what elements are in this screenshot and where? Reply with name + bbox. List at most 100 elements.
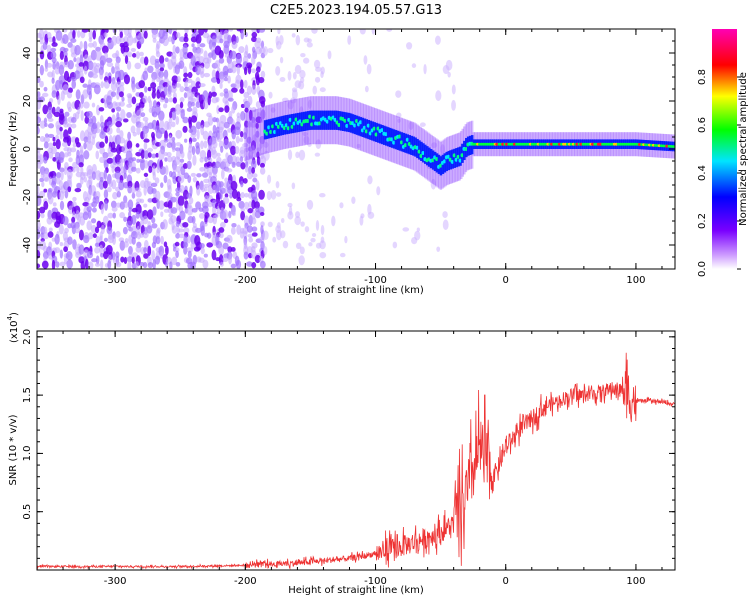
noise-cell: [142, 95, 148, 104]
noise-cell: [131, 256, 135, 264]
signal-core-cell: [364, 129, 369, 134]
noise-cell: [227, 154, 233, 165]
signal-band-cell: [332, 110, 335, 130]
noise-cell: [74, 44, 81, 56]
noise-cell: [183, 36, 189, 43]
noise-cell: [172, 164, 177, 174]
noise-cell: [140, 112, 146, 118]
noise-cell: [90, 218, 97, 224]
noise-cell: [247, 95, 253, 106]
noise-cell: [195, 227, 202, 233]
noise-cell: [244, 201, 249, 210]
noise-cell: [76, 182, 82, 189]
noise-cell: [203, 140, 208, 149]
noise-cell: [48, 36, 54, 43]
signal-band-cell: [289, 114, 292, 134]
noise-cell: [143, 130, 148, 140]
noise-cell: [138, 91, 144, 99]
noise-cell: [295, 242, 302, 250]
noise-cell: [188, 197, 194, 205]
noise-cell: [165, 245, 169, 256]
signal-band-cell: [283, 115, 286, 135]
noise-cell: [287, 70, 292, 81]
noise-cell: [51, 90, 57, 98]
noise-cell: [298, 255, 305, 266]
signal-core-cell: [403, 143, 408, 148]
signal-band-cell: [359, 117, 363, 137]
noise-cell: [251, 55, 256, 66]
noise-cell: [183, 245, 188, 255]
signal-band-cell: [318, 110, 322, 130]
noise-cell: [263, 246, 268, 256]
noise-cell: [259, 142, 263, 149]
noise-cell: [64, 189, 69, 199]
noise-cell: [327, 50, 332, 60]
noise-cell: [311, 29, 318, 34]
noise-cell: [186, 247, 194, 253]
noise-cell: [126, 60, 132, 70]
noise-cell: [82, 89, 89, 99]
noise-cell: [174, 156, 181, 166]
signal-envelope-cell: [259, 107, 263, 156]
noise-cell: [175, 221, 180, 228]
noise-cell: [131, 214, 137, 225]
noise-cell: [123, 164, 127, 175]
noise-cell: [152, 206, 157, 216]
signal-band-cell: [402, 132, 406, 153]
x-tick-label: 0: [503, 576, 509, 587]
noise-cell: [46, 62, 53, 68]
noise-cell: [111, 165, 115, 174]
noise-cell: [54, 233, 60, 245]
noise-cell: [57, 95, 61, 106]
signal-core-cell: [392, 140, 396, 145]
noise-cell: [68, 157, 73, 163]
noise-cell: [42, 231, 50, 240]
noise-cell: [39, 36, 44, 45]
noise-cell: [178, 60, 185, 69]
noise-cell: [247, 53, 252, 59]
noise-cell: [184, 138, 188, 143]
colorbar-gradient: [712, 29, 737, 269]
signal-core-cell: [310, 122, 314, 127]
noise-cell: [94, 262, 101, 267]
colorbar-tick-label: 0.6: [697, 117, 708, 133]
noise-cell: [150, 82, 157, 89]
noise-cell: [52, 36, 56, 44]
noise-cell: [200, 71, 205, 79]
noise-cell: [279, 56, 284, 64]
noise-cell: [218, 107, 224, 113]
noise-cell: [218, 227, 225, 233]
noise-cell: [118, 101, 125, 107]
y-tick-label: -20: [22, 189, 33, 205]
signal-envelope-cell: [256, 108, 260, 157]
noise-cell: [111, 66, 115, 74]
colorbar-tick-label: 0.2: [697, 213, 708, 229]
noise-cell: [216, 152, 221, 157]
noise-cell: [339, 252, 346, 258]
noise-cell: [143, 30, 148, 39]
signal-envelope-cell: [245, 112, 249, 161]
noise-cell: [226, 234, 233, 244]
signal-band-cell: [447, 150, 451, 171]
noise-cell: [110, 200, 117, 209]
noise-cell: [397, 118, 401, 123]
noise-cell: [319, 193, 326, 198]
noise-cell: [287, 211, 294, 220]
noise-cell: [106, 126, 113, 135]
noise-cell: [127, 94, 133, 105]
signal-band-cell: [291, 113, 294, 134]
colorbar-tick-label: 0.0: [697, 261, 708, 277]
noise-cell: [182, 125, 188, 133]
noise-cell: [224, 193, 229, 198]
signal-core-cell: [415, 145, 419, 150]
noise-cell: [255, 66, 261, 73]
noise-cell: [244, 147, 250, 153]
noise-cell: [58, 224, 64, 235]
noise-cell: [175, 232, 181, 239]
noise-cell: [84, 116, 90, 124]
noise-cell: [151, 90, 156, 99]
noise-cell: [211, 41, 217, 48]
noise-cell: [106, 62, 114, 68]
noise-cell: [170, 85, 177, 93]
noise-cell: [164, 157, 168, 162]
